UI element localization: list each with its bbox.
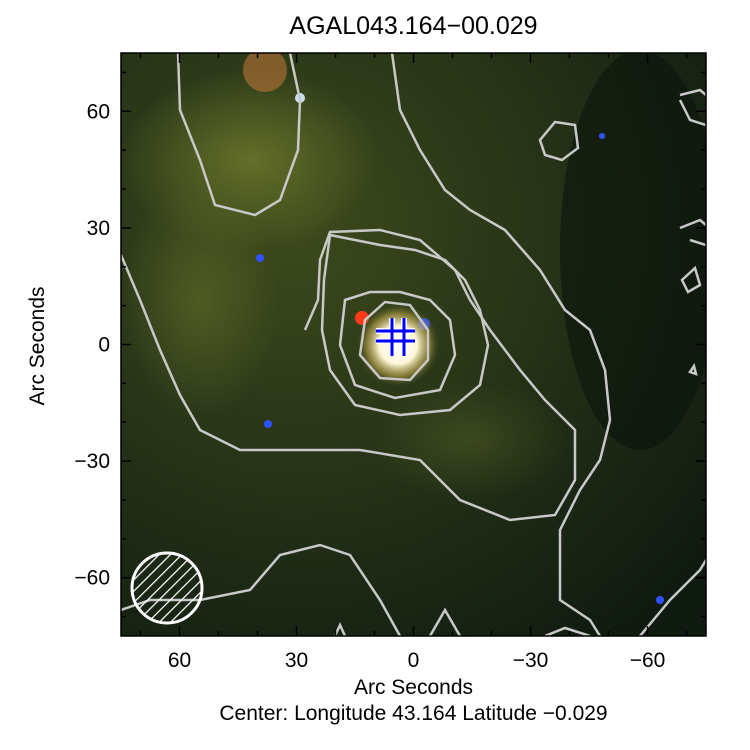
star	[256, 254, 264, 262]
y-tick-label: −30	[74, 450, 110, 473]
star	[656, 596, 664, 604]
center-coordinates: Center: Longitude 43.164 Latitude −0.029	[219, 702, 608, 725]
x-axis-label: Arc Seconds	[353, 676, 474, 699]
star	[599, 133, 605, 139]
bright-source	[243, 53, 287, 92]
beam-icon	[130, 551, 204, 625]
central-source	[356, 303, 440, 387]
y-tick-label: 60	[87, 100, 110, 123]
x-tick-label: 30	[285, 649, 308, 672]
contours	[121, 53, 706, 636]
y-tick-label: 0	[98, 334, 110, 357]
axis-ticks	[121, 53, 706, 636]
cross-marker	[376, 318, 415, 356]
x-tick-label: 60	[168, 649, 191, 672]
diffuse-emission	[370, 380, 570, 500]
diffuse-emission	[121, 180, 280, 420]
star	[264, 420, 272, 428]
y-axis-label: Arc Seconds	[26, 286, 49, 406]
image-panel	[121, 53, 706, 636]
x-tick-label: −60	[630, 649, 666, 672]
y-tick-label: −60	[74, 567, 110, 590]
x-tick-label: −30	[513, 649, 549, 672]
y-tick-label: 30	[87, 217, 110, 240]
x-tick-label: 0	[408, 649, 420, 672]
chart-title: AGAL043.164−00.029	[289, 12, 538, 40]
dark-region	[560, 53, 706, 450]
